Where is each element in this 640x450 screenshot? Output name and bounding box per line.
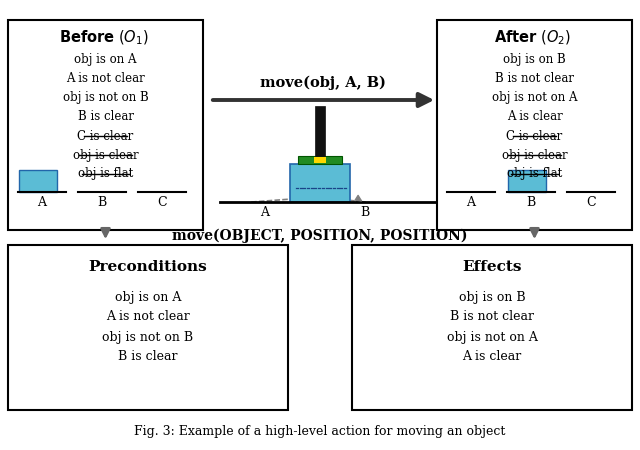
Text: obj is flat: obj is flat: [507, 167, 562, 180]
Text: A is clear: A is clear: [462, 351, 522, 364]
Text: obj is not on B: obj is not on B: [102, 330, 193, 343]
Bar: [508, 170, 546, 192]
Text: obj is on B: obj is on B: [503, 54, 566, 67]
Text: obj is clear: obj is clear: [73, 148, 138, 162]
Text: B is not clear: B is not clear: [495, 72, 574, 86]
Text: C: C: [586, 196, 596, 209]
Text: obj is on A: obj is on A: [74, 54, 137, 67]
Text: Effects: Effects: [462, 260, 522, 274]
Text: A is clear: A is clear: [507, 111, 563, 123]
Text: B: B: [97, 196, 107, 209]
Text: obj is not on A: obj is not on A: [492, 91, 577, 104]
Text: Fig. 3: Example of a high-level action for moving an object: Fig. 3: Example of a high-level action f…: [134, 425, 506, 438]
Text: obj is not on A: obj is not on A: [447, 330, 538, 343]
Text: B is not clear: B is not clear: [450, 310, 534, 324]
Bar: [437, 20, 632, 230]
Text: A is not clear: A is not clear: [106, 310, 190, 324]
Text: C: C: [157, 196, 167, 209]
Bar: [290, 164, 350, 202]
Text: C is clear: C is clear: [506, 130, 563, 143]
Text: A: A: [38, 196, 47, 209]
Bar: [8, 245, 288, 410]
Text: B: B: [526, 196, 536, 209]
Text: obj is flat: obj is flat: [78, 167, 133, 180]
Text: A is not clear: A is not clear: [66, 72, 145, 86]
Bar: [298, 156, 342, 164]
Text: move(obj, A, B): move(obj, A, B): [260, 76, 386, 90]
Text: A: A: [467, 196, 476, 209]
Bar: [352, 245, 632, 410]
Text: C is clear: C is clear: [77, 130, 134, 143]
Text: Preconditions: Preconditions: [88, 260, 207, 274]
Text: $\mathbf{After}$ $(O_2)$: $\mathbf{After}$ $(O_2)$: [494, 29, 571, 47]
Text: move(OBJECT, POSITION, POSITION): move(OBJECT, POSITION, POSITION): [172, 229, 468, 243]
Text: obj is clear: obj is clear: [502, 148, 567, 162]
Text: B is clear: B is clear: [118, 351, 178, 364]
Text: obj is on B: obj is on B: [459, 291, 525, 303]
Text: B: B: [360, 206, 370, 219]
Text: B is clear: B is clear: [77, 111, 134, 123]
Bar: [314, 157, 326, 163]
Bar: [19, 170, 57, 192]
Text: A: A: [260, 206, 269, 219]
Text: $\mathbf{Before}$ $(O_1)$: $\mathbf{Before}$ $(O_1)$: [59, 29, 148, 47]
Bar: [315, 106, 325, 156]
Bar: [8, 20, 203, 230]
Text: obj is not on B: obj is not on B: [63, 91, 148, 104]
Text: obj is on A: obj is on A: [115, 291, 181, 303]
